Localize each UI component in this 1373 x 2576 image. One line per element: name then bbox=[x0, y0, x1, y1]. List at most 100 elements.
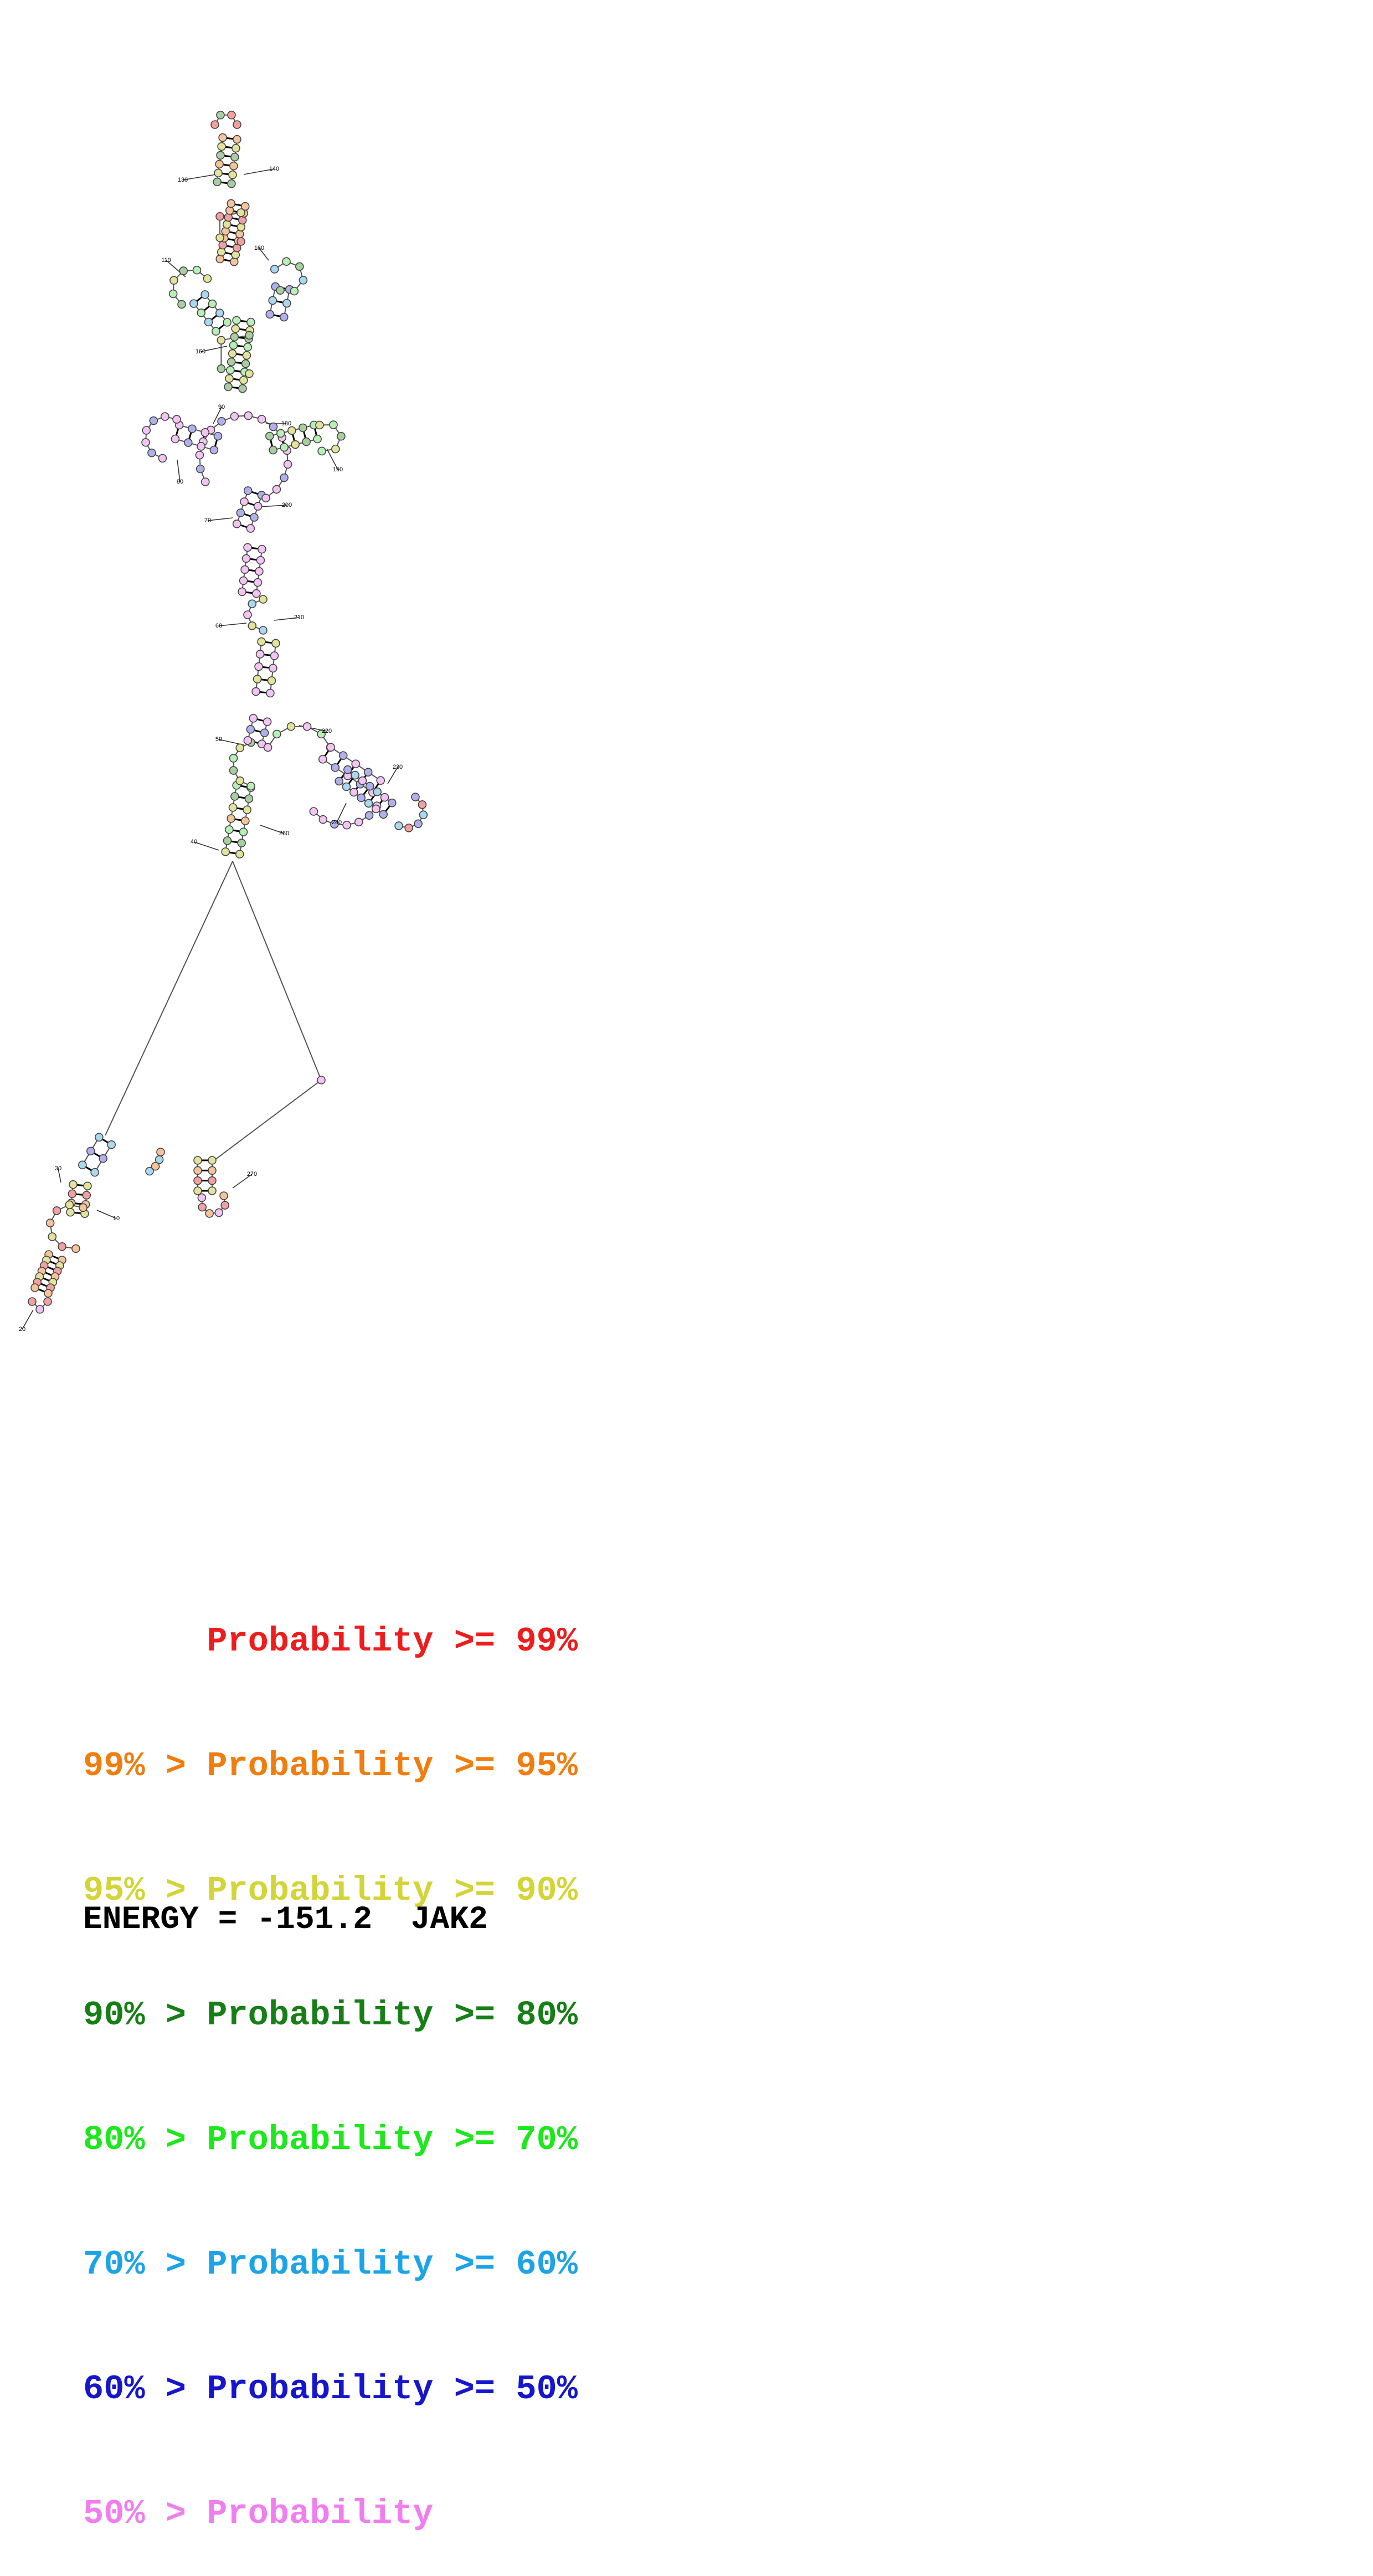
nucleotide-139 bbox=[287, 426, 296, 435]
nucleotide-60 bbox=[372, 804, 380, 814]
nucleotide-248 bbox=[68, 1189, 77, 1199]
nucleotide-136 bbox=[280, 443, 289, 452]
hairpin-135 bbox=[214, 114, 238, 125]
nucleotide-198 bbox=[215, 254, 225, 264]
nucleotide-132 bbox=[160, 412, 169, 421]
nucleotide-242 bbox=[156, 1148, 165, 1156]
nucleotide-134 bbox=[269, 445, 277, 455]
nucleotide-52 bbox=[342, 782, 351, 791]
nucleotide-34 bbox=[326, 743, 336, 752]
nucleotide-78 bbox=[271, 639, 280, 648]
nucleotide-152 bbox=[225, 374, 234, 383]
nucleotide-105 bbox=[195, 450, 204, 460]
nucleotide-170 bbox=[245, 331, 254, 340]
nucleotide-135 bbox=[265, 431, 274, 441]
nucleotide-196 bbox=[276, 286, 285, 295]
nucleotide-40 bbox=[363, 768, 373, 777]
nucleotide-68 bbox=[404, 824, 413, 832]
nucleotide-281 bbox=[208, 1166, 217, 1175]
nucleotide-65 bbox=[418, 800, 427, 809]
nucleotide-258 bbox=[52, 1206, 61, 1215]
nucleotide-249 bbox=[82, 1191, 91, 1200]
nucleotide-73 bbox=[253, 675, 262, 683]
nucleotide-239 bbox=[99, 1154, 107, 1163]
nucleotide-26 bbox=[249, 714, 258, 723]
nucleotide-214 bbox=[227, 199, 236, 208]
nucleotide-279 bbox=[208, 1156, 217, 1165]
nucleotide-80 bbox=[259, 626, 268, 635]
nucleotide-64 bbox=[411, 793, 420, 801]
nucleotide-245 bbox=[145, 1166, 154, 1176]
nucleotide-148 bbox=[317, 446, 326, 456]
legend-line-4: 90% > Probability >= 80% bbox=[83, 1996, 578, 2035]
nucleotide-227 bbox=[232, 143, 240, 153]
nucleotide-284 bbox=[193, 1186, 202, 1195]
nucleotide-186 bbox=[265, 310, 275, 319]
nucleotide-58 bbox=[364, 799, 373, 808]
nucleotide-255 bbox=[58, 1242, 66, 1251]
nucleotide-157 bbox=[242, 351, 251, 360]
nucleotide-83 bbox=[248, 599, 257, 609]
nucleotide-246 bbox=[69, 1180, 78, 1189]
pos-label-190-tick bbox=[326, 448, 338, 470]
nucleotide-147 bbox=[331, 444, 340, 454]
pos-label-210-tick bbox=[274, 617, 300, 621]
nucleotide-146 bbox=[337, 431, 346, 441]
nucleotide-76 bbox=[270, 651, 279, 660]
nucleotide-47 bbox=[330, 820, 339, 829]
nucleotide-215 bbox=[236, 237, 245, 246]
nucleotide-206 bbox=[221, 227, 230, 236]
sequence-name: JAK2 bbox=[410, 1902, 488, 1938]
nucleotide-96 bbox=[232, 520, 241, 528]
nucleotide-141 bbox=[299, 423, 307, 433]
nucleotide-230 bbox=[218, 133, 227, 142]
nucleotide-199 bbox=[231, 250, 240, 259]
nucleotide-36 bbox=[338, 751, 348, 760]
nucleotide-81 bbox=[248, 621, 257, 630]
nucleotide-222 bbox=[214, 168, 223, 178]
nucleotide-224 bbox=[215, 160, 224, 169]
stem-80-strand-b bbox=[179, 424, 218, 437]
nucleotide-55 bbox=[358, 776, 367, 785]
nucleotide-137 bbox=[276, 429, 285, 438]
nucleotide-243 bbox=[155, 1155, 164, 1164]
nucleotide-27 bbox=[263, 743, 272, 752]
nucleotide-289 bbox=[205, 1209, 214, 1218]
pos-label-70-tick bbox=[207, 517, 233, 521]
nucleotide-291 bbox=[197, 1193, 207, 1202]
nucleotide-226 bbox=[216, 151, 225, 160]
nucleotide-61 bbox=[380, 793, 389, 802]
nucleotide-259 bbox=[65, 1200, 74, 1210]
nucleotide-18 bbox=[229, 754, 238, 763]
nucleotide-277 bbox=[28, 1297, 37, 1306]
pos-label-260: 260 bbox=[279, 830, 289, 837]
pos-label-40: 40 bbox=[191, 839, 197, 845]
nucleotide-167 bbox=[245, 369, 254, 378]
nucleotide-254 bbox=[71, 1244, 80, 1253]
nucleotide-150 bbox=[224, 382, 233, 392]
pos-label-10-tick bbox=[96, 1210, 117, 1219]
nucleotide-177 bbox=[212, 327, 220, 336]
pos-label-200: 200 bbox=[282, 502, 292, 508]
nucleotide-178 bbox=[223, 318, 232, 327]
nucleotide-90 bbox=[240, 565, 249, 574]
nucleotide-180 bbox=[168, 289, 178, 299]
nucleotide-30 bbox=[302, 722, 312, 731]
nucleotide-88 bbox=[239, 576, 248, 585]
nucleotide-15 bbox=[246, 781, 255, 791]
nucleotide-286 bbox=[219, 1191, 228, 1200]
nucleotide-257 bbox=[45, 1218, 55, 1227]
nucleotide-274 bbox=[44, 1289, 53, 1298]
pos-label-270: 270 bbox=[247, 1171, 257, 1178]
nucleotide-280 bbox=[193, 1166, 202, 1175]
nucleotide-87 bbox=[253, 578, 263, 587]
nucleotide-92 bbox=[241, 554, 251, 563]
stem-80-strand-a bbox=[175, 438, 214, 451]
nucleotide-154 bbox=[226, 366, 235, 375]
nucleotide-71 bbox=[251, 687, 260, 696]
nucleotide-53 bbox=[351, 770, 359, 780]
nucleotide-19 bbox=[235, 743, 245, 753]
nucleotide-235 bbox=[317, 1076, 326, 1084]
legend-line-1: Probability >= 99% bbox=[83, 1622, 578, 1661]
nucleotide-70 bbox=[266, 688, 275, 698]
